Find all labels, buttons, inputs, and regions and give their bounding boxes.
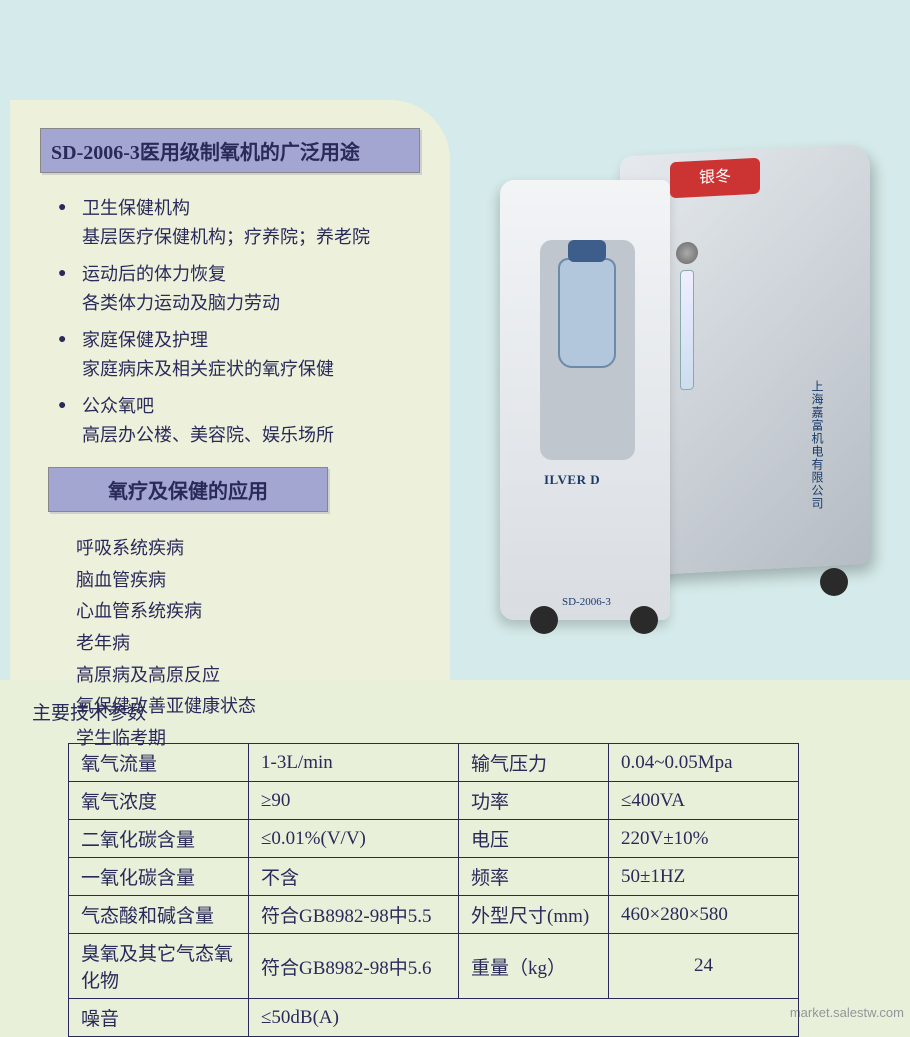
table-row: 噪音 ≤50dB(A) [69, 999, 799, 1037]
sub-banner: 氧疗及保健的应用 [48, 467, 328, 512]
use-sub: 基层医疗保健机构；疗养院；养老院 [82, 224, 420, 251]
spec-value: 符合GB8982-98中5.5 [249, 896, 459, 934]
spec-value: 不含 [249, 858, 459, 896]
spec-value: ≤50dB(A) [249, 999, 799, 1037]
spec-key: 氧气流量 [69, 744, 249, 782]
manufacturer-label: 上海嘉富机电有限公司 [809, 380, 826, 510]
table-row: 臭氧及其它气态氧化物 符合GB8982-98中5.6 重量（kg） 24 [69, 934, 799, 999]
flowmeter [680, 270, 694, 391]
table-row: 二氧化碳含量 ≤0.01%(V/V) 电压 220V±10% [69, 820, 799, 858]
specs-area: 主要技术参数 氧气流量 1-3L/min 输气压力 0.04~0.05Mpa 氧… [32, 698, 878, 1037]
spec-key: 氧气浓度 [69, 782, 249, 820]
use-sub: 各类体力运动及脑力劳动 [82, 290, 420, 317]
spec-key: 气态酸和碱含量 [69, 896, 249, 934]
spec-value: ≥90 [249, 782, 459, 820]
spec-value: 1-3L/min [249, 744, 459, 782]
model-label: SD-2006-3 [562, 596, 611, 608]
use-title: 公众氧吧 [82, 396, 154, 416]
spec-value: ≤0.01%(V/V) [249, 820, 459, 858]
spec-key: 功率 [459, 782, 609, 820]
spec-key: 噪音 [69, 999, 249, 1037]
specs-title: 主要技术参数 [32, 698, 878, 725]
use-title: 卫生保健机构 [82, 198, 190, 218]
uses-list: 卫生保健机构 基层医疗保健机构；疗养院；养老院 运动后的体力恢复 各类体力运动及… [40, 195, 420, 449]
info-panel: SD-2006-3医用级制氧机的广泛用途 卫生保健机构 基层医疗保健机构；疗养院… [10, 100, 450, 680]
use-title: 家庭保健及护理 [82, 330, 208, 350]
brand-label: ILVER D [544, 472, 600, 488]
use-title: 运动后的体力恢复 [82, 264, 226, 284]
application-item: 脑血管疾病 [76, 566, 420, 596]
specs-table: 氧气流量 1-3L/min 输气压力 0.04~0.05Mpa 氧气浓度 ≥90… [68, 743, 799, 1037]
watermark: market.salestw.com [790, 1005, 904, 1020]
humidifier-bottle [558, 258, 616, 368]
top-badge: 银冬 [670, 158, 760, 199]
application-item: 呼吸系统疾病 [76, 534, 420, 564]
use-item: 运动后的体力恢复 各类体力运动及脑力劳动 [58, 261, 420, 317]
spec-key: 重量（kg） [459, 934, 609, 999]
use-sub: 家庭病床及相关症状的氧疗保健 [82, 356, 420, 383]
table-row: 一氧化碳含量 不含 频率 50±1HZ [69, 858, 799, 896]
use-item: 家庭保健及护理 家庭病床及相关症状的氧疗保健 [58, 327, 420, 383]
application-item: 老年病 [76, 629, 420, 659]
caster-wheel [820, 568, 848, 596]
spec-key: 一氧化碳含量 [69, 858, 249, 896]
use-item: 公众氧吧 高层办公楼、美容院、娱乐场所 [58, 393, 420, 449]
table-row: 氧气浓度 ≥90 功率 ≤400VA [69, 782, 799, 820]
spec-value: 24 [609, 934, 799, 999]
spec-key: 频率 [459, 858, 609, 896]
spec-key: 输气压力 [459, 744, 609, 782]
spec-value: 50±1HZ [609, 858, 799, 896]
use-sub: 高层办公楼、美容院、娱乐场所 [82, 422, 420, 449]
spec-key: 臭氧及其它气态氧化物 [69, 934, 249, 999]
application-item: 高原病及高原反应 [76, 661, 420, 691]
table-row: 氧气流量 1-3L/min 输气压力 0.04~0.05Mpa [69, 744, 799, 782]
application-item: 心血管系统疾病 [76, 597, 420, 627]
use-item: 卫生保健机构 基层医疗保健机构；疗养院；养老院 [58, 195, 420, 251]
main-banner: SD-2006-3医用级制氧机的广泛用途 [40, 128, 420, 173]
caster-wheel [530, 606, 558, 634]
spec-key: 二氧化碳含量 [69, 820, 249, 858]
spec-value: 460×280×580 [609, 896, 799, 934]
caster-wheel [630, 606, 658, 634]
top-region: SD-2006-3医用级制氧机的广泛用途 卫生保健机构 基层医疗保健机构；疗养院… [0, 0, 910, 680]
bottle-cap [568, 240, 606, 262]
spec-value: ≤400VA [609, 782, 799, 820]
spec-key: 电压 [459, 820, 609, 858]
spec-value: 0.04~0.05Mpa [609, 744, 799, 782]
spec-value: 220V±10% [609, 820, 799, 858]
spec-key: 外型尺寸(mm) [459, 896, 609, 934]
product-image: 银冬 ILVER D SD-2006-3 上海嘉富机电有限公司 [480, 140, 880, 620]
table-row: 气态酸和碱含量 符合GB8982-98中5.5 外型尺寸(mm) 460×280… [69, 896, 799, 934]
spec-value: 符合GB8982-98中5.6 [249, 934, 459, 999]
